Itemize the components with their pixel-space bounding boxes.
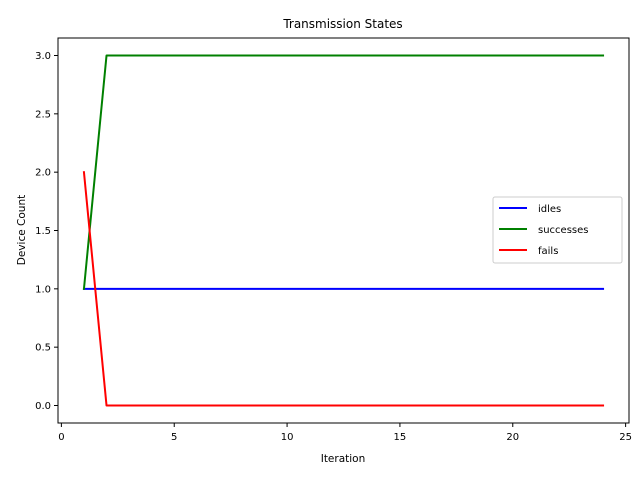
x-axis-ticks: 0 5 10 15 20 25 bbox=[58, 423, 632, 443]
series-layer bbox=[82, 54, 605, 407]
series-line-successes bbox=[82, 54, 605, 290]
y-tick-label: 0.0 bbox=[35, 401, 51, 412]
y-tick-label: 1.0 bbox=[35, 284, 51, 295]
y-tick-label: 2.5 bbox=[35, 109, 51, 120]
legend-label-fails: fails bbox=[538, 246, 558, 257]
y-axis-ticks: 0.0 0.5 1.0 1.5 2.0 2.5 3.0 bbox=[35, 51, 58, 412]
x-tick-label: 25 bbox=[619, 432, 632, 443]
legend: idles successes fails bbox=[492, 196, 623, 264]
x-tick-label: 15 bbox=[394, 432, 407, 443]
y-tick-label: 1.5 bbox=[35, 226, 51, 237]
x-tick-label: 5 bbox=[171, 432, 177, 443]
legend-box bbox=[492, 196, 623, 264]
series-line-fails bbox=[82, 171, 605, 407]
y-tick-label: 3.0 bbox=[35, 51, 51, 62]
y-tick-label: 2.0 bbox=[35, 168, 51, 179]
x-axis-label: Iteration bbox=[321, 453, 366, 465]
chart-title: Transmission States bbox=[282, 17, 402, 31]
legend-label-idles: idles bbox=[538, 204, 561, 215]
y-tick-label: 0.5 bbox=[35, 343, 51, 354]
x-tick-label: 0 bbox=[58, 432, 64, 443]
legend-label-successes: successes bbox=[538, 225, 588, 236]
x-tick-label: 20 bbox=[506, 432, 519, 443]
x-tick-label: 10 bbox=[281, 432, 294, 443]
y-axis-label: Device Count bbox=[16, 195, 28, 265]
